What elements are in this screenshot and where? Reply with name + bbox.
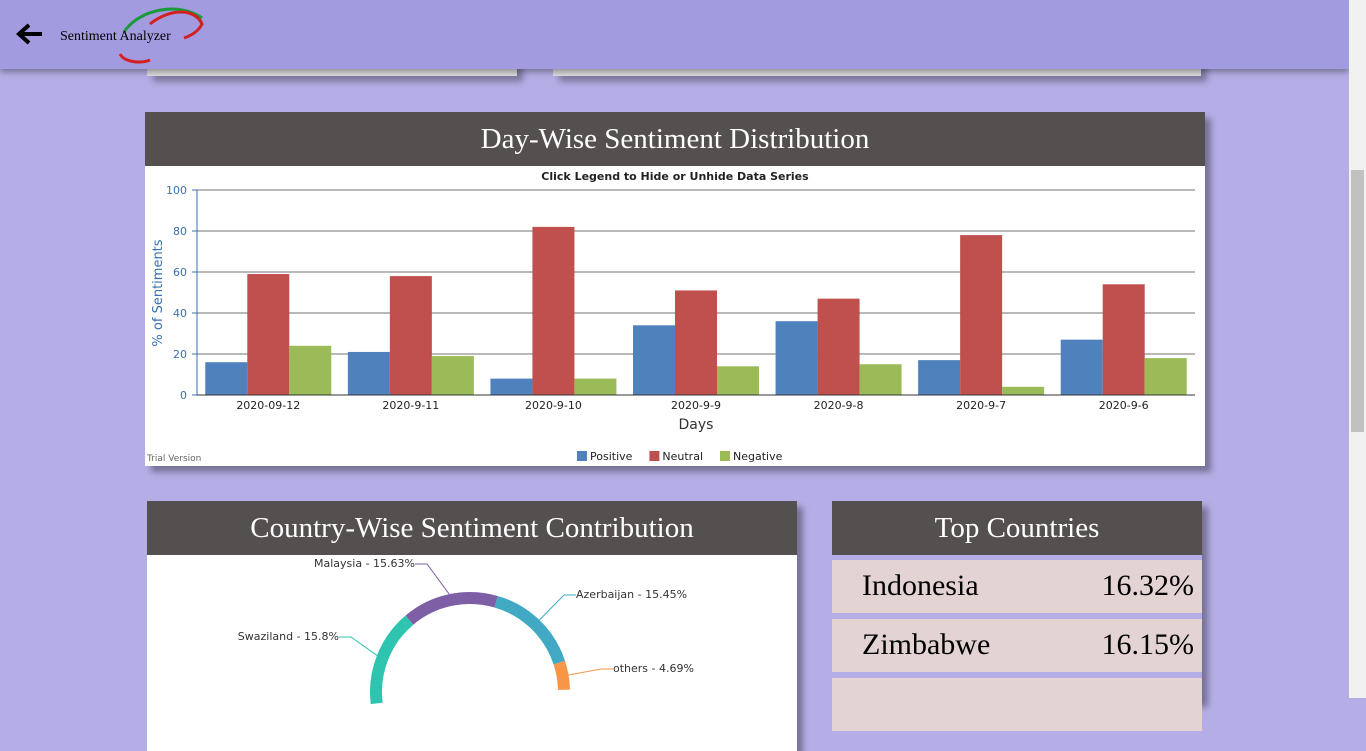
y-axis-title: % of Sentiments [151, 239, 166, 346]
doughnut-slice [494, 595, 565, 665]
bar [247, 274, 290, 395]
bar [859, 364, 902, 395]
country-row: Indonesia 16.32% [832, 560, 1202, 613]
x-tick-label: 2020-9-6 [1099, 399, 1149, 412]
x-tick-label: 2020-9-11 [382, 399, 439, 412]
y-tick-label: 20 [173, 348, 187, 361]
bar [431, 356, 474, 395]
x-axis-title: Days [679, 417, 714, 433]
trial-note: Trial Version [146, 454, 201, 464]
header: Sentiment Analyzer [0, 0, 1349, 69]
x-tick-label: 2020-9-7 [956, 399, 1006, 412]
leader-line [339, 636, 378, 656]
bar [1144, 358, 1187, 395]
panel-title: Day-Wise Sentiment Distribution [145, 112, 1205, 166]
bar [532, 226, 575, 395]
y-tick-label: 60 [173, 266, 187, 279]
y-tick-label: 0 [180, 389, 187, 402]
y-tick-label: 40 [173, 307, 187, 320]
legend-entry[interactable]: Positive [590, 450, 633, 463]
country-country: Indonesia [862, 569, 979, 602]
bar [1002, 386, 1045, 395]
bar [817, 298, 860, 395]
slice-label: others - 4.69% [613, 662, 694, 675]
y-tick-label: 80 [173, 225, 187, 238]
scrollbar[interactable] [1349, 0, 1366, 698]
legend-swatch [577, 451, 587, 461]
doughnut-slice [370, 615, 414, 705]
app-title: Sentiment Analyzer [60, 29, 171, 44]
legend-swatch [649, 451, 660, 461]
legend-entry[interactable]: Neutral [662, 450, 703, 463]
bar [574, 378, 617, 395]
bar [675, 290, 717, 395]
slice-label: Malaysia - 15.63% [314, 557, 415, 570]
country-row [832, 678, 1202, 731]
bar [389, 276, 432, 395]
slice-label: Azerbaijan - 15.45% [576, 588, 687, 601]
bar [205, 362, 248, 395]
doughnut-chart: Swaziland - 15.8% Malaysia - 15.63% Azerba… [238, 557, 694, 705]
bar-chart: Click Legend to Hide or Unhide Data Seri… [146, 170, 1195, 464]
bar [490, 378, 533, 395]
x-tick-label: 2020-9-9 [671, 399, 721, 412]
bar [717, 366, 759, 395]
bar [775, 321, 818, 395]
doughnut-slice [405, 592, 498, 625]
chart-subtitle: Click Legend to Hide or Unhide Data Seri… [541, 170, 809, 183]
top-countries-panel: Top Countries Indonesia 16.32% Zimbabwe 16.… [832, 501, 1202, 731]
legend-swatch [720, 451, 731, 461]
x-tick-label: 2020-9-8 [814, 399, 864, 412]
doughnut-slice [553, 660, 570, 691]
y-tick-label: 100 [166, 184, 187, 197]
bar [1102, 284, 1145, 395]
bar [960, 235, 1003, 395]
x-tick-label: 2020-09-12 [236, 399, 300, 412]
country-wise-panel: Country-Wise Sentiment Contribution Swaz… [147, 501, 797, 751]
logo [118, 7, 204, 64]
panel-title: Country-Wise Sentiment Contribution [147, 501, 797, 555]
legend-entry[interactable]: Negative [733, 450, 783, 463]
leader-line [568, 668, 613, 676]
country-share: 16.15% [1101, 628, 1195, 661]
leader-line [539, 594, 576, 621]
bar [289, 345, 332, 395]
slice-label: Swaziland - 15.8% [238, 630, 339, 643]
country-share: 16.32% [1101, 569, 1195, 602]
country-country: Zimbabwe [862, 628, 991, 661]
bar [347, 351, 390, 395]
day-wise-panel: Day-Wise Sentiment Distribution Click Le… [145, 112, 1205, 466]
back-button[interactable] [14, 20, 44, 48]
panel-title: Top Countries [832, 501, 1202, 555]
bar [918, 360, 961, 395]
bar [1060, 339, 1103, 395]
leader-line [415, 563, 450, 595]
country-row: Zimbabwe 16.15% [832, 619, 1202, 672]
x-tick-label: 2020-9-10 [525, 399, 582, 412]
bar [633, 325, 675, 395]
